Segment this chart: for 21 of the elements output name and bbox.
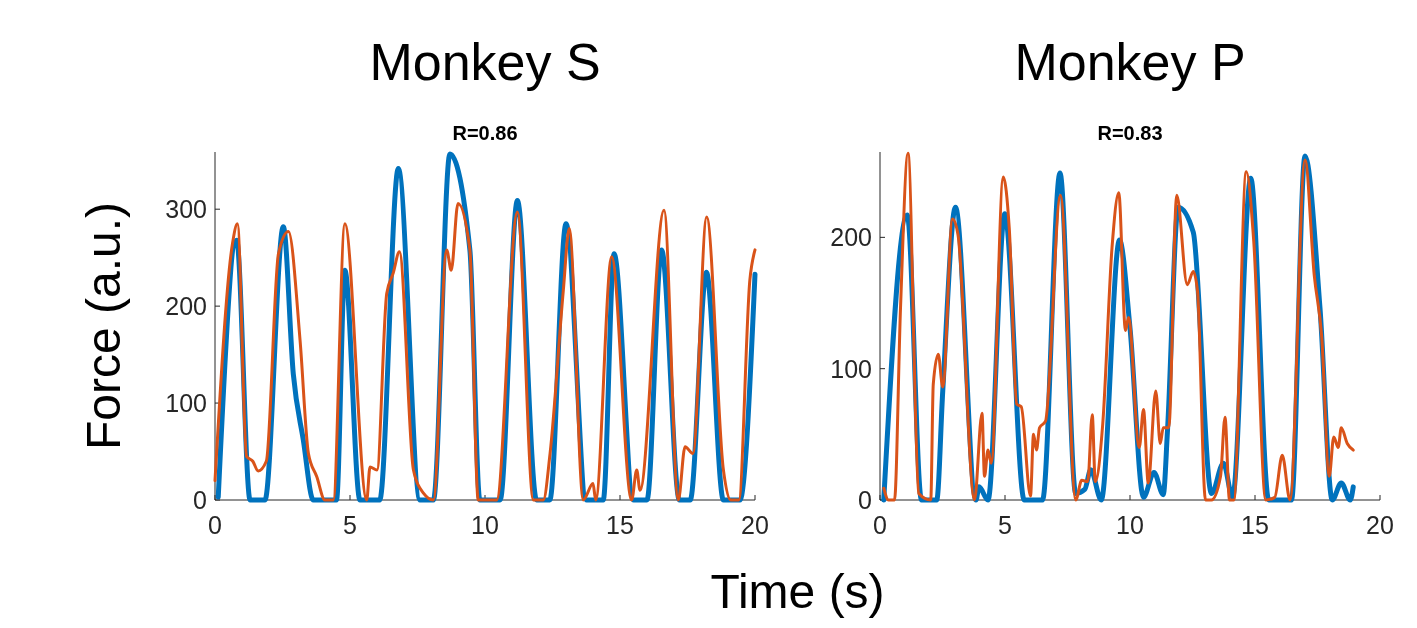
x-tick-label: 10 bbox=[1116, 511, 1144, 539]
y-tick-label: 200 bbox=[165, 292, 207, 321]
chart-title: Monkey S bbox=[369, 33, 601, 91]
y-tick-label: 0 bbox=[193, 486, 207, 514]
y-axis-title: Force (a.u.) bbox=[77, 201, 130, 451]
x-axis-title: Time (s) bbox=[710, 565, 885, 618]
x-tick-label: 5 bbox=[998, 511, 1012, 539]
y-tick-label: 100 bbox=[830, 354, 872, 383]
x-tick-label: 10 bbox=[471, 511, 499, 539]
y-tick-label: 300 bbox=[165, 195, 207, 224]
x-tick-label: 15 bbox=[1241, 511, 1269, 539]
x-tick-label: 15 bbox=[606, 511, 634, 539]
chart-subtitle: R=0.83 bbox=[1097, 122, 1163, 144]
y-tick-label: 0 bbox=[858, 486, 872, 514]
x-tick-label: 5 bbox=[343, 511, 357, 539]
chart-title: Monkey P bbox=[1014, 33, 1246, 91]
chart-subtitle: R=0.86 bbox=[452, 122, 518, 144]
x-tick-label: 20 bbox=[1366, 511, 1394, 539]
y-tick-label: 100 bbox=[165, 389, 207, 418]
x-tick-label: 20 bbox=[741, 511, 769, 539]
y-tick-label: 200 bbox=[830, 223, 872, 252]
